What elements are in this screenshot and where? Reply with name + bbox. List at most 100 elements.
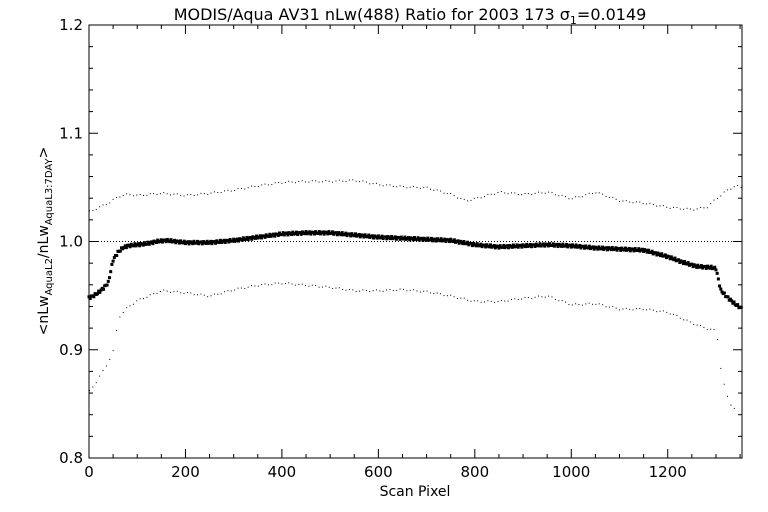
axis-ticks: 0 200 400 600 800 1000 1200 0.8 0.9 1.0 1.1 1.2 [59,16,742,481]
data-point-upper [673,206,675,208]
data-point-upper [521,194,523,196]
data-point-upper [92,209,94,211]
data-point-mean [408,238,412,242]
data-point-lower [426,290,428,292]
data-point-mean [431,239,435,243]
data-point-lower [497,300,499,302]
data-point-upper [291,181,293,183]
data-point-upper [119,196,121,198]
data-point-lower [247,286,249,288]
data-point-mean [334,231,338,235]
data-point-upper [490,193,492,195]
y-tick-label: 1.2 [59,16,83,34]
data-point-lower [581,304,583,306]
data-point-upper [558,195,560,197]
data-point-lower [311,284,313,286]
data-point-upper [696,208,698,210]
data-point-mean [537,244,541,248]
data-point-upper [433,189,435,191]
data-point-mean [452,238,456,242]
data-point-lower [541,296,543,298]
data-point-mean [696,263,700,267]
data-point-mean [488,243,492,247]
x-axis-label: Scan Pixel [380,484,451,500]
data-point-lower [534,296,536,298]
data-point-upper [568,198,570,200]
data-point-lower [186,291,188,293]
data-point-upper [379,184,381,186]
data-point-mean [439,237,443,241]
data-point-lower [338,287,340,289]
data-point-mean [95,292,99,296]
data-point-lower [558,300,560,302]
data-point-upper [642,203,644,205]
data-point-upper [180,194,182,196]
data-point-upper [541,192,543,194]
data-point-lower [284,283,286,285]
data-point-mean [321,230,325,234]
data-point-upper [159,193,161,195]
data-point-mean [543,244,547,248]
data-point-mean [187,242,191,246]
data-point-upper [440,190,442,192]
data-point-mean [177,241,181,245]
data-point-lower [288,282,290,284]
data-point-upper [399,185,401,187]
data-point-upper [632,202,634,204]
data-point-upper [170,194,172,196]
data-point-mean [214,241,218,245]
data-point-mean [426,236,430,240]
data-point-lower [352,289,354,291]
data-point-mean [106,279,110,283]
data-point-upper [693,209,695,211]
data-point-mean [610,245,614,249]
data-point-lower [686,319,688,321]
data-point-upper [254,185,256,187]
data-point-mean [586,246,590,250]
data-point-lower [102,370,104,372]
data-point-lower [257,285,259,287]
data-point-upper [122,195,124,197]
data-point-mean [249,236,253,240]
data-point-upper [102,204,104,206]
data-point-mean [101,287,105,291]
data-point-mean [271,232,275,236]
data-point-mean [312,232,316,236]
data-point-mean [293,232,297,236]
data-point-lower [514,298,516,300]
data-point-lower [332,288,334,290]
data-point-mean [362,235,366,239]
data-point-upper [689,208,691,210]
data-point-lower [132,303,134,305]
data-point-mean [475,242,479,246]
data-point-mean [433,237,437,241]
data-point-lower [89,390,90,392]
data-point-mean [479,242,483,246]
data-point-upper [264,183,266,185]
data-point-mean [474,244,478,248]
data-point-mean [164,240,168,244]
data-point-upper [510,192,512,194]
data-point-upper [507,193,509,195]
data-point-lower [467,299,469,301]
data-point-upper [153,193,155,195]
data-point-lower [234,289,236,291]
data-point-mean [88,297,92,301]
data-point-mean [581,245,585,249]
data-point-mean [591,245,595,249]
data-point-lower [696,324,698,326]
data-point-mean [728,297,732,301]
data-point-mean [636,249,640,253]
data-point-lower [227,290,229,292]
data-point-mean [716,277,720,281]
data-point-mean [515,243,519,247]
data-point-mean [147,242,151,246]
data-point-mean [280,232,284,236]
data-point-lower [399,288,401,290]
data-point-mean [263,235,267,239]
data-point-upper [605,196,607,198]
data-point-upper [402,185,404,187]
data-point-mean [655,253,659,257]
data-point-mean [352,234,356,238]
data-point-mean [273,234,277,238]
